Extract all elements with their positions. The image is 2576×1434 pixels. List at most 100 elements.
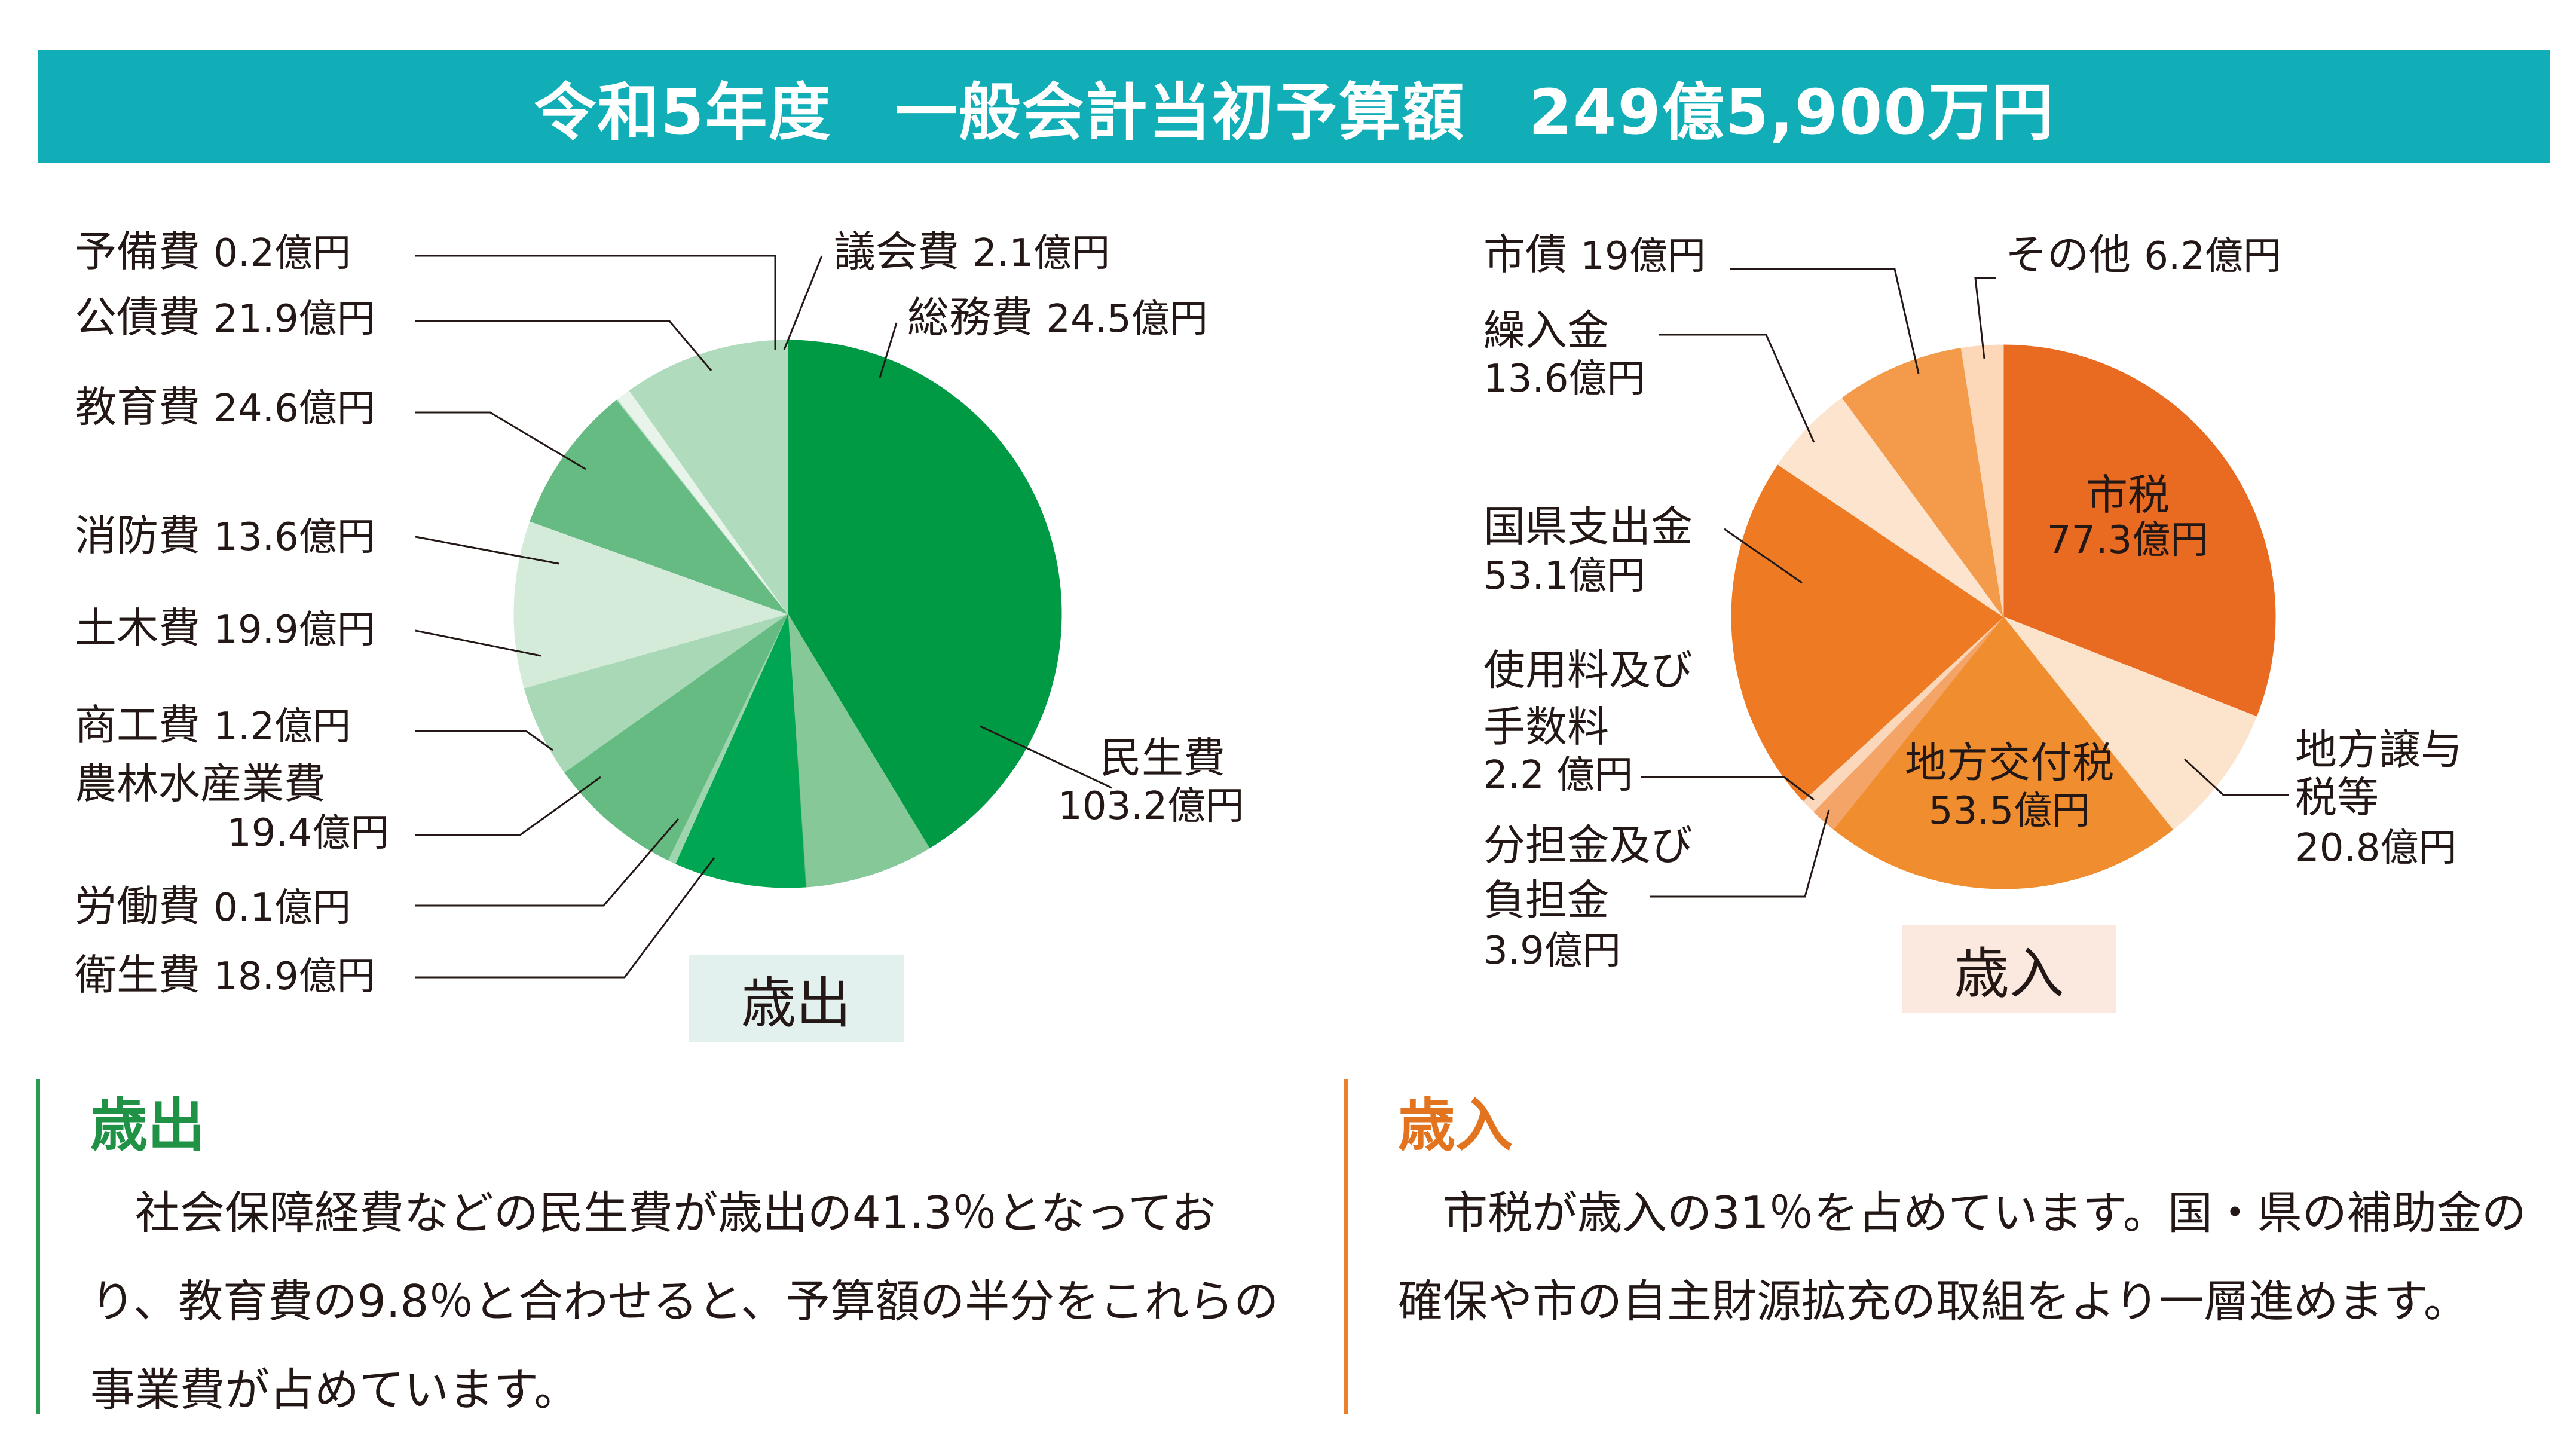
expenditure-slice-e8a19be7949fe8b2bb-1 — [787, 613, 930, 888]
revenue-slice-label-part-3-1: 負担金 — [1483, 876, 1609, 925]
expenditure-slice-value-2: 0.1億円 — [213, 886, 351, 930]
revenue-slice-label-text-7: 市債 — [1483, 230, 1580, 279]
expenditure-note-heading: 歳出 — [90, 1092, 205, 1159]
revenue-slice-e5b882e582b5-7 — [1841, 347, 2004, 617]
page-title: 令和5年度 一般会計当初予算額 249億5,900万円 — [534, 75, 2055, 149]
revenue-slice-value-5: 53.1億円 — [1483, 554, 1645, 598]
expenditure-slice-value-9: 0.2億円 — [213, 231, 351, 276]
revenue-slice-e59bbde79c8ce694afe587ba-5 — [1731, 464, 2004, 802]
expenditure-slice-label-text-7: 教育費 — [75, 383, 213, 432]
expenditure-leader-line-11 — [879, 322, 898, 378]
expenditure-slice-value-3: 19.4億円 — [227, 811, 389, 855]
revenue-slice-label-7: 市債 19億円 — [1483, 230, 1706, 279]
revenue-slice-label-part-4-1: 手数料 — [1483, 702, 1609, 751]
expenditure-slice-label-text-10: 議会費 — [834, 227, 972, 276]
expenditure-leader-line-6 — [415, 536, 559, 565]
revenue-caption: 歳入 — [1902, 925, 2116, 1013]
expenditure-pie — [513, 340, 1062, 888]
expenditure-slice-value-5: 19.9億円 — [213, 608, 375, 652]
expenditure-slice-label-text-8: 公債費 — [75, 293, 213, 342]
expenditure-leader-line-9 — [415, 255, 776, 350]
expenditure-slice-value-0: 103.2億円 — [1058, 784, 1244, 828]
revenue-leader-line-8 — [1974, 277, 1996, 359]
revenue-slice-label-part-3-0: 分担金及び — [1483, 821, 1693, 870]
revenue-slice-label-2: 地方交付税 — [1905, 738, 2114, 787]
expenditure-slice-label-7: 教育費 24.6億円 — [75, 383, 375, 432]
expenditure-leader-line-1 — [415, 857, 715, 979]
expenditure-slice-label-8: 公債費 21.9億円 — [75, 293, 375, 342]
expenditure-slice-label-0: 民生費 — [1100, 733, 1225, 782]
revenue-slice-value-8: 6.2億円 — [2144, 234, 2281, 279]
revenue-slice-e59cb0e696b9e8adb2e4b88e-1 — [2002, 616, 2257, 830]
revenue-slice-label-8: その他 6.2億円 — [2005, 230, 2281, 279]
revenue-leader-line-6 — [1659, 334, 1815, 443]
revenue-slice-label-part-4-0: 使用料及び — [1483, 646, 1693, 695]
expenditure-leader-line-2 — [415, 818, 680, 907]
revenue-slice-value-1: 20.8億円 — [2295, 826, 2457, 870]
revenue-leader-line-5 — [1724, 528, 1803, 584]
revenue-leader-line-4 — [1641, 776, 1815, 801]
expenditure-slice-value-7: 24.6億円 — [213, 387, 375, 431]
expenditure-slice-e6b688e998b2e8b2bb-6 — [524, 613, 788, 773]
revenue-leader-line-1 — [2183, 758, 2289, 796]
expenditure-slice-label-text-9: 予備費 — [75, 227, 213, 276]
expenditure-slice-label-text-1: 衛生費 — [75, 950, 213, 999]
expenditure-slice-label-5: 土木費 19.9億円 — [75, 604, 375, 653]
expenditure-caption-text: 歳出 — [741, 971, 851, 1035]
revenue-slice-value-3: 3.9億円 — [1483, 929, 1621, 973]
expenditure-caption: 歳出 — [689, 955, 904, 1042]
expenditure-slice-label-text-5: 土木費 — [75, 604, 213, 653]
expenditure-slice-value-11: 24.5億円 — [1046, 297, 1208, 341]
expenditure-slice-label-1: 衛生費 18.9億円 — [75, 950, 375, 999]
expenditure-leader-line-0 — [980, 725, 1112, 789]
expenditure-leader-line-8 — [415, 320, 712, 371]
revenue-slice-value-0: 77.3億円 — [2047, 518, 2209, 562]
expenditure-slice-label-text-2: 労働費 — [75, 882, 213, 931]
revenue-slice-value-7: 19億円 — [1580, 234, 1705, 279]
expenditure-slice-value-1: 18.9億円 — [213, 955, 375, 999]
revenue-slice-label-part-1-0: 地方譲与 — [2295, 725, 2462, 774]
expenditure-slice-e69599e882b2e8b2bb-7 — [513, 521, 789, 689]
expenditure-leader-line-10 — [783, 255, 823, 350]
expenditure-slice-label-text-4: 商工費 — [75, 701, 213, 750]
expenditure-slice-e59c9fe69ca8e8b2bb-5 — [564, 613, 788, 861]
expenditure-slice-e7b78fe58b99e8b2bb-11 — [629, 340, 788, 615]
expenditure-leader-line-7 — [415, 411, 586, 470]
revenue-slice-value-4: 2.2 億円 — [1483, 753, 1633, 797]
expenditure-leader-line-4 — [415, 730, 553, 751]
revenue-pie — [1731, 344, 2276, 889]
expenditure-leader-line-5 — [415, 629, 541, 657]
expenditure-slice-label-3: 農林水産業費 — [75, 759, 326, 808]
expenditure-slice-label-10: 議会費 2.1億円 — [834, 227, 1110, 276]
revenue-note-text: 市税が歳入の31％を占めています。国・県の補助金の確保や市の自主財源拡充の取組を… — [1398, 1187, 2526, 1328]
page-title-banner: 令和5年度 一般会計当初予算額 249億5,900万円 — [38, 50, 2550, 163]
expenditure-slice-e585ace582b5e8b2bb-8 — [530, 399, 789, 615]
expenditure-slice-value-8: 21.9億円 — [213, 297, 375, 341]
expenditure-slice-label-text-11: 総務費 — [907, 293, 1046, 342]
revenue-note-heading: 歳入 — [1398, 1092, 1513, 1159]
expenditure-slice-e6b091e7949fe8b2bb-0 — [787, 340, 1062, 849]
expenditure-slice-label-text-6: 消防費 — [75, 511, 213, 560]
revenue-slice-value-6: 13.6億円 — [1483, 357, 1645, 401]
expenditure-slice-value-6: 13.6億円 — [213, 515, 375, 559]
revenue-slice-label-text-8: その他 — [2005, 230, 2144, 279]
revenue-slice-label-6: 繰入金 — [1483, 306, 1609, 355]
expenditure-slice-e8beb2e69e97e6b0b4e794a3-3 — [675, 613, 806, 888]
expenditure-leader-line-3 — [415, 776, 601, 836]
revenue-leader-line-7 — [1730, 268, 1920, 374]
revenue-slice-e5b882e7a88e-0 — [2003, 344, 2276, 717]
expenditure-slice-label-4: 商工費 1.2億円 — [75, 701, 351, 750]
expenditure-slice-label-11: 総務費 24.5億円 — [907, 293, 1208, 342]
expenditure-slice-value-4: 1.2億円 — [213, 705, 351, 749]
expenditure-slice-label-9: 予備費 0.2億円 — [75, 227, 351, 276]
revenue-caption-text: 歳入 — [1954, 941, 2064, 1006]
revenue-slice-label-part-1-1: 税等 — [2295, 773, 2379, 822]
expenditure-note: 歳出 社会保障経費などの民生費が歳出の41.3％となっており、教育費の9.8％と… — [36, 1079, 1283, 1416]
expenditure-note-text: 社会保障経費などの民生費が歳出の41.3％となっており、教育費の9.8％と合わせ… — [90, 1187, 1279, 1416]
revenue-slice-value-2: 53.5億円 — [1929, 789, 2091, 833]
revenue-slice-e59cb0e696b9e4baa4e4bb98-2 — [1833, 616, 2174, 889]
expenditure-slice-label-2: 労働費 0.1億円 — [75, 882, 351, 931]
revenue-slice-label-5: 国県支出金 — [1483, 502, 1693, 551]
revenue-note: 歳入 市税が歳入の31％を占めています。国・県の補助金の確保や市の自主財源拡充の… — [1344, 1079, 2573, 1414]
